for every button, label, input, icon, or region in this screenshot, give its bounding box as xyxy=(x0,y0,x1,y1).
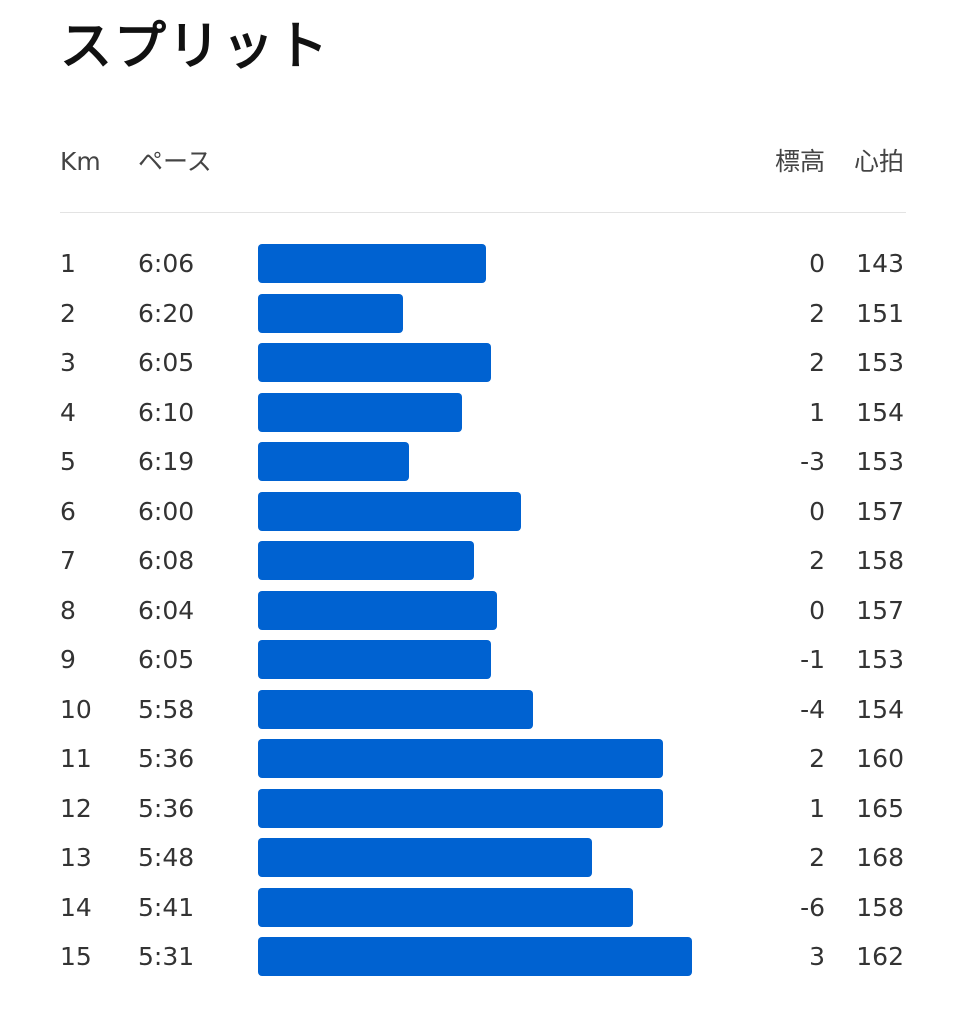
split-km: 9 xyxy=(60,645,76,674)
split-heart-rate: 162 xyxy=(856,942,904,971)
page-title: スプリット xyxy=(60,17,331,77)
pace-bar xyxy=(258,293,403,333)
split-pace: 5:36 xyxy=(138,744,195,773)
split-heart-rate: 154 xyxy=(856,694,904,724)
split-row: 11 5:36 2 160 xyxy=(0,734,960,784)
split-elevation: 1 xyxy=(809,793,825,823)
split-pace: 5:36 xyxy=(138,793,195,823)
split-heart-rate: 153 xyxy=(856,645,904,674)
pace-bar xyxy=(258,788,663,828)
split-elevation: -1 xyxy=(800,645,825,674)
split-pace: 6:05 xyxy=(138,645,195,674)
split-pace: 6:20 xyxy=(138,298,195,328)
split-heart-rate: 168 xyxy=(856,843,904,872)
split-pace: 6:19 xyxy=(138,447,195,476)
split-km: 6 xyxy=(60,496,76,526)
split-km: 4 xyxy=(60,397,76,427)
column-header-km: Km xyxy=(60,147,101,176)
split-row: 4 6:10 1 154 xyxy=(0,388,960,438)
split-heart-rate: 151 xyxy=(856,298,904,328)
split-row: 9 6:05 -1 153 xyxy=(0,635,960,685)
pace-bar xyxy=(258,838,592,877)
split-pace: 5:48 xyxy=(138,843,195,872)
split-km: 12 xyxy=(60,793,92,823)
split-km: 7 xyxy=(60,546,76,575)
pace-bar xyxy=(258,392,462,432)
pace-bar xyxy=(258,937,692,976)
split-elevation: 0 xyxy=(809,496,825,526)
split-pace: 5:41 xyxy=(138,892,195,922)
split-heart-rate: 154 xyxy=(856,397,904,427)
split-elevation: 2 xyxy=(809,298,825,328)
split-heart-rate: 165 xyxy=(856,793,904,823)
splits-list: 1 6:06 0 143 2 6:20 2 151 3 6:05 2 153 4 6:10 1 154 5 6:1… xyxy=(0,239,960,982)
split-km: 10 xyxy=(60,694,92,724)
pace-bar xyxy=(258,541,474,580)
pace-bar xyxy=(258,739,663,778)
split-elevation: 3 xyxy=(809,942,825,971)
split-elevation: -4 xyxy=(800,694,825,724)
split-row: 10 5:58 -4 154 xyxy=(0,685,960,735)
split-km: 14 xyxy=(60,892,92,922)
split-pace: 5:31 xyxy=(138,942,195,971)
pace-bar xyxy=(258,887,633,927)
split-heart-rate: 153 xyxy=(856,348,904,377)
split-pace: 6:05 xyxy=(138,348,195,377)
split-row: 5 6:19 -3 153 xyxy=(0,437,960,487)
split-elevation: 0 xyxy=(809,595,825,625)
pace-bar xyxy=(258,640,492,679)
split-km: 2 xyxy=(60,298,76,328)
split-km: 1 xyxy=(60,249,76,278)
pace-bar xyxy=(258,590,498,630)
split-row: 13 5:48 2 168 xyxy=(0,833,960,883)
split-row: 8 6:04 0 157 xyxy=(0,586,960,636)
split-pace: 5:58 xyxy=(138,694,195,724)
column-header-elevation: 標高 xyxy=(774,147,825,176)
split-heart-rate: 158 xyxy=(856,546,904,575)
split-km: 8 xyxy=(60,595,76,625)
split-heart-rate: 153 xyxy=(856,447,904,476)
split-row: 12 5:36 1 165 xyxy=(0,784,960,834)
split-heart-rate: 160 xyxy=(856,744,904,773)
split-row: 2 6:20 2 151 xyxy=(0,289,960,339)
split-heart-rate: 143 xyxy=(856,249,904,278)
split-heart-rate: 157 xyxy=(856,496,904,526)
split-row: 3 6:05 2 153 xyxy=(0,338,960,388)
split-heart-rate: 158 xyxy=(856,892,904,922)
split-elevation: 2 xyxy=(809,843,825,872)
split-km: 5 xyxy=(60,447,76,476)
split-elevation: 0 xyxy=(809,249,825,278)
split-elevation: -3 xyxy=(800,447,825,476)
split-km: 11 xyxy=(60,744,92,773)
split-row: 14 5:41 -6 158 xyxy=(0,883,960,933)
split-heart-rate: 157 xyxy=(856,595,904,625)
column-header-pace: ペース xyxy=(138,147,212,176)
split-elevation: 2 xyxy=(809,546,825,575)
split-row: 15 5:31 3 162 xyxy=(0,932,960,982)
split-elevation: 1 xyxy=(809,397,825,427)
split-pace: 6:04 xyxy=(138,595,195,625)
pace-bar xyxy=(258,343,492,382)
split-elevation: -6 xyxy=(800,892,825,922)
split-elevation: 2 xyxy=(809,348,825,377)
split-km: 3 xyxy=(60,348,76,377)
split-elevation: 2 xyxy=(809,744,825,773)
split-row: 1 6:06 0 143 xyxy=(0,239,960,289)
split-pace: 6:06 xyxy=(138,249,195,278)
column-header-heart-rate: 心拍 xyxy=(853,147,904,176)
pace-bar xyxy=(258,689,533,729)
split-pace: 6:00 xyxy=(138,496,195,526)
split-pace: 6:08 xyxy=(138,546,195,575)
pace-bar xyxy=(258,491,521,531)
pace-bar xyxy=(258,244,486,283)
split-row: 6 6:00 0 157 xyxy=(0,487,960,537)
pace-bar xyxy=(258,442,409,481)
header-divider xyxy=(60,212,906,213)
split-row: 7 6:08 2 158 xyxy=(0,536,960,586)
split-km: 15 xyxy=(60,942,92,971)
split-pace: 6:10 xyxy=(138,397,195,427)
split-km: 13 xyxy=(60,843,92,872)
